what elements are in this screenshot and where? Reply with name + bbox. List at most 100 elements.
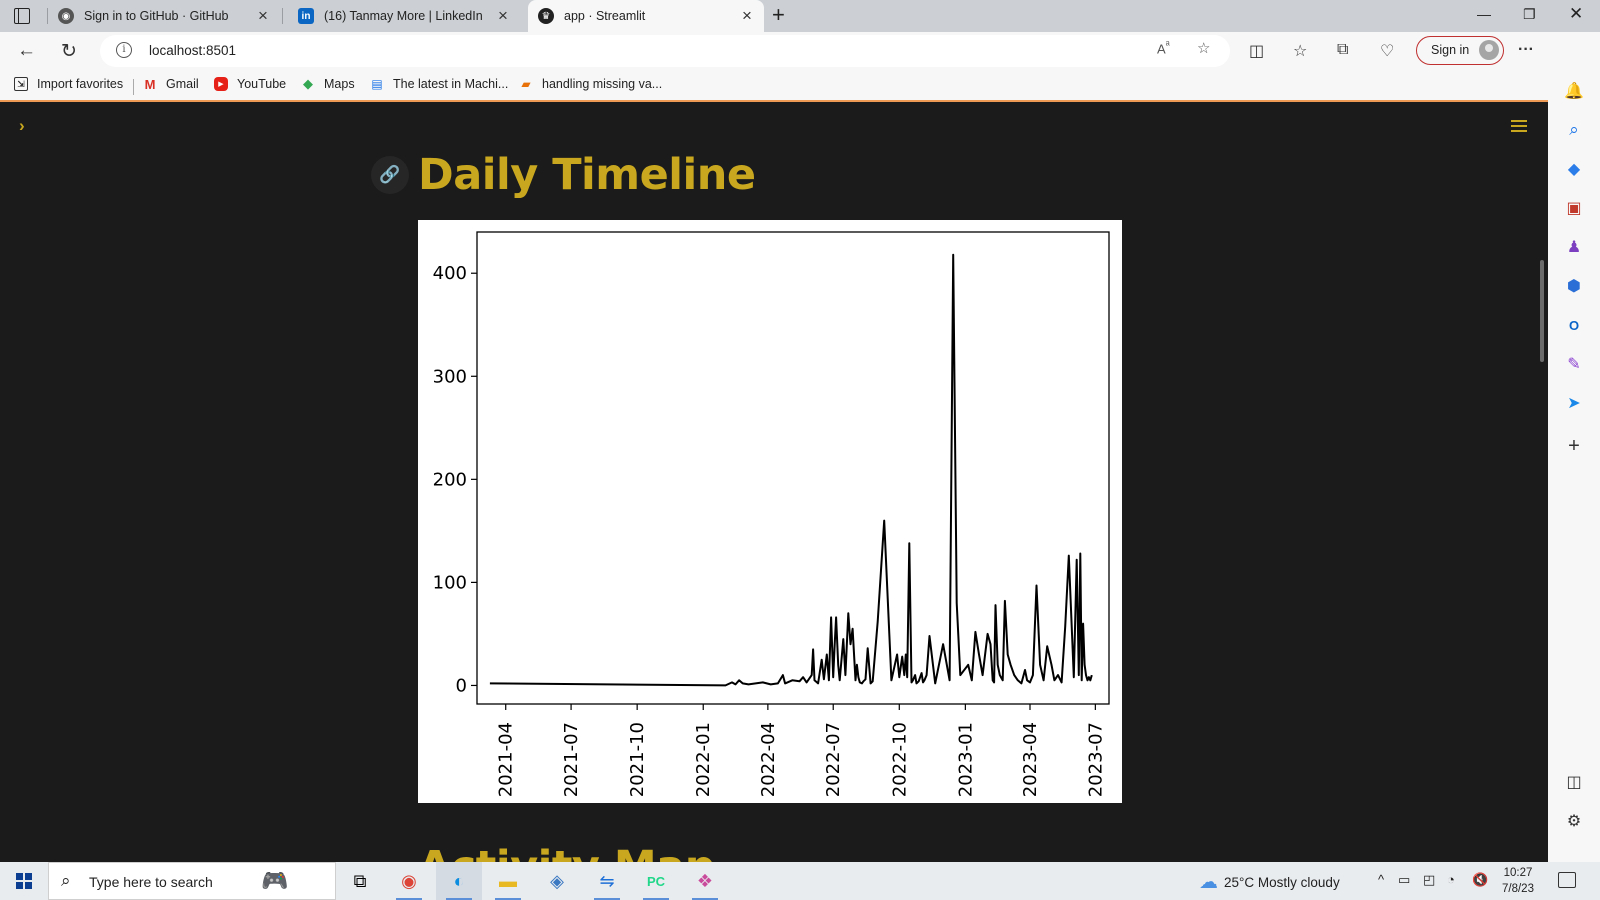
refresh-icon[interactable]: ↻	[61, 41, 77, 62]
address-bar[interactable]: i localhost:8501	[100, 35, 1230, 67]
page-title: Daily Timeline	[418, 150, 756, 200]
search-icon: ⌕	[61, 871, 71, 890]
edge-icon[interactable]: ◐	[436, 862, 482, 900]
browser-essentials-icon[interactable]: ♡	[1380, 43, 1395, 60]
weather-text: 25°C Mostly cloudy	[1224, 875, 1340, 890]
streamlit-icon: ♛	[538, 8, 554, 24]
tab-separator	[282, 8, 283, 24]
back-icon[interactable]: ←	[17, 40, 36, 61]
windows-taskbar: ⌕ Type here to search 🎮 ⧉ ◉ ◐ ▬ ◈ ⇋ PC ❖…	[0, 862, 1600, 900]
restore-icon[interactable]: ❐	[1523, 6, 1536, 22]
search-icon[interactable]: ⌕	[1569, 120, 1579, 139]
action-center-icon[interactable]	[1558, 872, 1576, 888]
show-hidden-icons-chevron-icon[interactable]: ^	[1378, 872, 1385, 887]
import-icon: ⇲	[14, 77, 28, 91]
x-tick-label: 2022-07	[823, 722, 844, 797]
games-icon[interactable]: ♟	[1566, 239, 1582, 256]
git-client-icon[interactable]: ❖	[682, 862, 728, 900]
y-tick-label: 400	[433, 263, 467, 284]
x-tick-label: 2021-04	[496, 722, 517, 797]
favorite-star-icon[interactable]: ☆	[1197, 40, 1211, 57]
designer-icon[interactable]: ✎	[1567, 356, 1581, 373]
x-tick-label: 2023-01	[955, 722, 976, 797]
y-tick-label: 0	[456, 675, 467, 696]
read-aloud-icon[interactable]: Aᵃ	[1157, 39, 1170, 57]
search-highlight-icon: 🎮	[261, 868, 289, 893]
teamviewer-icon[interactable]: ⇋	[584, 862, 630, 900]
favorite-missing-values[interactable]: ▰ handling missing va...	[519, 77, 662, 91]
weather-widget[interactable]: ☁ 25°C Mostly cloudy	[1199, 871, 1340, 894]
tab-github[interactable]: ◉ Sign in to GitHub · GitHub ×	[48, 0, 280, 32]
expand-sidebar-chevron-icon[interactable]: ›	[19, 116, 25, 135]
tab-strip: ◉ Sign in to GitHub · GitHub × in (16) T…	[0, 0, 1600, 32]
microsoft365-icon[interactable]: ⬢	[1567, 278, 1581, 295]
navigation-bar: ← ↻ i localhost:8501 Aᵃ ☆ ◫ ☆ ⧉ ♡ Sign i…	[0, 32, 1600, 70]
favorite-gmail[interactable]: M Gmail	[143, 77, 199, 92]
battery-icon[interactable]: ▭	[1398, 872, 1411, 887]
more-options-icon[interactable]: ···	[1518, 41, 1534, 58]
outlook-icon[interactable]: O	[1568, 317, 1580, 333]
volume-muted-icon[interactable]: 🔇	[1472, 872, 1489, 887]
split-screen-icon[interactable]: ◫	[1249, 43, 1265, 60]
chart-svg: 0 100 200 300 400 2021-04 2021-07 2021-10 2022-0…	[433, 231, 1110, 797]
tab-actions-icon[interactable]	[14, 8, 30, 24]
collections-icon[interactable]: ⧉	[1337, 41, 1349, 58]
cloud-icon: ☁	[1199, 872, 1218, 893]
favorite-label: Import favorites	[37, 77, 124, 91]
bookmark-icon: ▰	[521, 77, 531, 91]
system-clock[interactable]: 10:27 7/8/23	[1502, 865, 1534, 897]
file-explorer-icon[interactable]: ▬	[485, 862, 531, 900]
sign-in-button[interactable]: Sign in	[1416, 36, 1504, 65]
wifi-icon[interactable]: ◔	[1447, 872, 1455, 887]
tab-streamlit[interactable]: ♛ app · Streamlit ×	[528, 0, 764, 32]
tab-linkedin[interactable]: in (16) Tanmay More | LinkedIn ×	[288, 0, 520, 32]
close-window-icon[interactable]: ✕	[1569, 4, 1584, 23]
x-tick-label: 2023-04	[1020, 722, 1041, 797]
task-view-icon[interactable]: ⧉	[353, 870, 367, 891]
hide-sidebar-icon[interactable]: ◫	[1566, 774, 1582, 791]
x-tick-label: 2021-10	[627, 722, 648, 797]
site-info-icon[interactable]: i	[116, 42, 132, 58]
app-cube-icon[interactable]: ◈	[550, 870, 564, 891]
favorite-maps[interactable]: ◆ Maps	[301, 76, 355, 91]
url-text[interactable]: localhost:8501	[149, 43, 237, 58]
page-scrollbar[interactable]	[1540, 260, 1544, 362]
meet-now-icon[interactable]: ◰	[1423, 872, 1436, 887]
edge-sidebar: 🔔 ⌕ ◆ ▣ ♟ ⬢ O ✎ ➤ + ◫ ⚙	[1548, 32, 1600, 878]
y-tick-label: 200	[433, 469, 467, 490]
notification-bell-icon[interactable]: 🔔	[1564, 83, 1584, 100]
search-placeholder: Type here to search	[89, 874, 213, 890]
sign-in-label: Sign in	[1431, 43, 1470, 57]
taskbar-search-box[interactable]: ⌕ Type here to search 🎮	[48, 862, 336, 900]
sidebar-settings-icon[interactable]: ⚙	[1566, 813, 1582, 830]
y-tick-label: 100	[433, 572, 467, 593]
send-icon[interactable]: ➤	[1567, 395, 1581, 412]
close-icon[interactable]: ×	[258, 6, 268, 25]
heading-link-icon[interactable]: 🔗	[371, 156, 409, 194]
pycharm-icon[interactable]: PC	[633, 862, 679, 900]
linkedin-icon: in	[298, 8, 314, 24]
favorite-youtube[interactable]: ▶ YouTube	[214, 77, 286, 91]
add-sidebar-app-icon[interactable]: +	[1568, 434, 1580, 457]
favorites-bar: ⇲ Import favorites M Gmail ▶ YouTube ◆ M…	[0, 70, 1548, 102]
plot-frame	[476, 231, 1110, 705]
favorites-separator	[133, 79, 134, 95]
favorite-label: handling missing va...	[542, 77, 663, 91]
tools-briefcase-icon[interactable]: ▣	[1566, 200, 1582, 217]
close-icon[interactable]: ×	[498, 6, 508, 25]
shopping-tag-icon[interactable]: ◆	[1567, 161, 1581, 178]
favorite-machine-learning[interactable]: ▤ The latest in Machi...	[370, 77, 508, 91]
minimize-icon[interactable]: —	[1477, 6, 1491, 22]
avatar	[1479, 40, 1499, 60]
chrome-icon[interactable]: ◉	[386, 862, 432, 900]
close-icon[interactable]: ×	[742, 6, 752, 25]
tab-title: Sign in to GitHub · GitHub	[84, 9, 229, 23]
favorite-import[interactable]: ⇲ Import favorites	[14, 77, 123, 91]
streamlit-app: › 🔗 Daily Timeline 0 100 200 300 400 2021-04 2…	[0, 102, 1548, 878]
new-tab-icon[interactable]: +	[772, 2, 785, 27]
app-menu-icon[interactable]	[1511, 120, 1527, 135]
windows-start-icon[interactable]	[16, 873, 32, 889]
x-tick-label: 2021-07	[561, 722, 582, 797]
favorites-icon[interactable]: ☆	[1293, 43, 1308, 60]
youtube-icon: ▶	[214, 77, 228, 91]
